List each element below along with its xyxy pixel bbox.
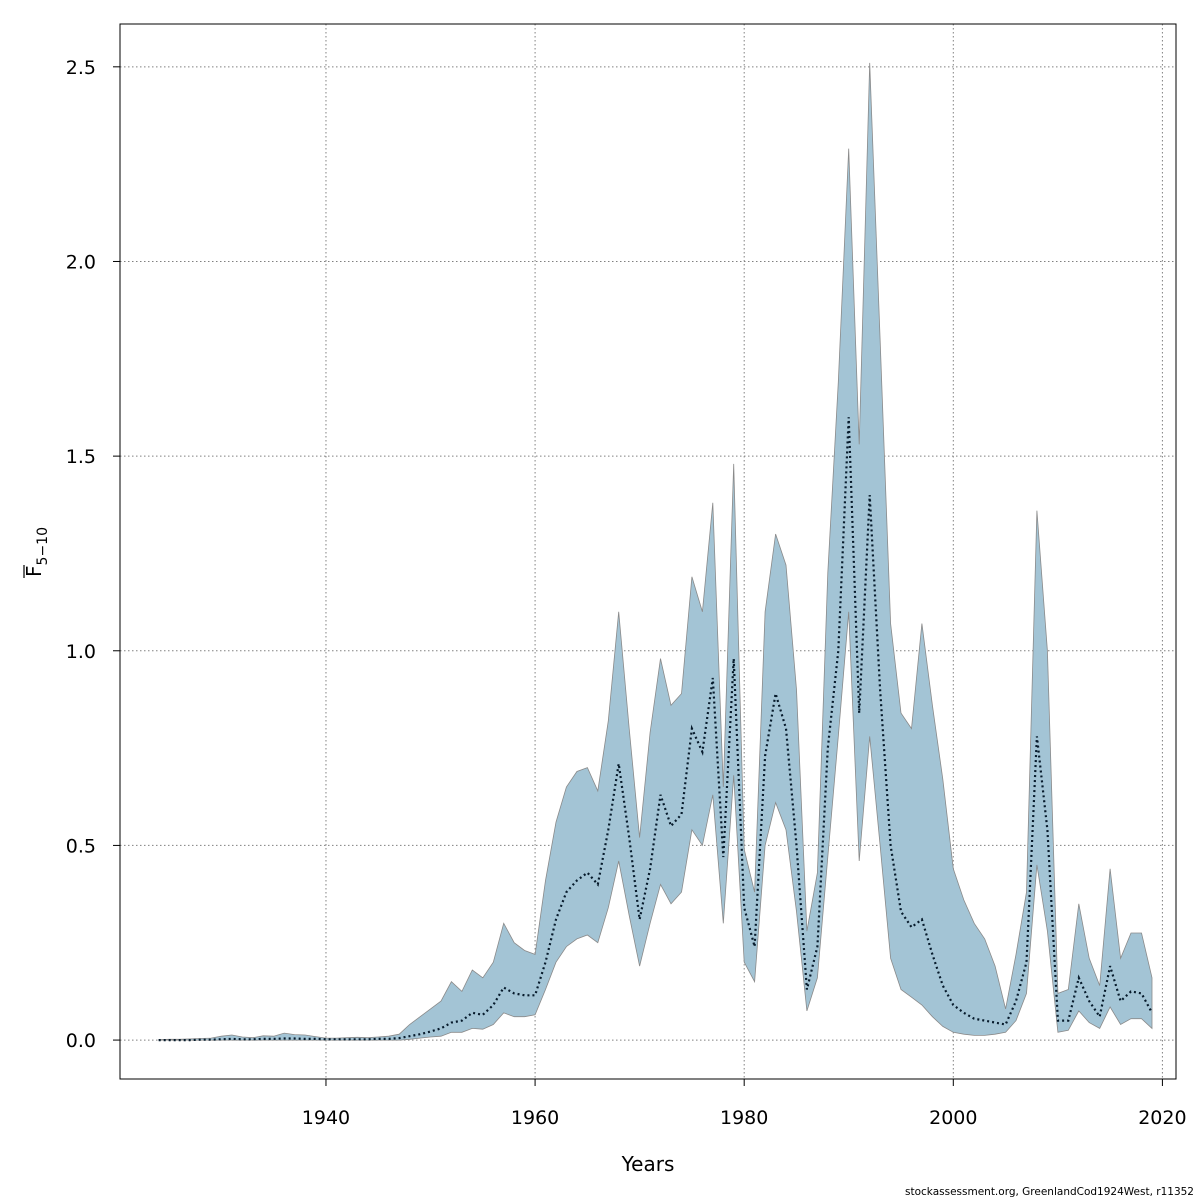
x-tick-label: 1980	[720, 1107, 768, 1129]
grid-lines	[120, 24, 1176, 1079]
estimate-line	[158, 417, 1153, 1042]
x-tick-label: 2000	[929, 1107, 977, 1129]
y-axis-title-main: F	[22, 565, 46, 577]
confidence-band	[158, 62, 1153, 1041]
y-tick-label: 0.5	[66, 835, 96, 857]
confidence-band-area	[158, 62, 1153, 1041]
y-tick-label: 2.5	[66, 57, 96, 79]
y-axis: 0.0 0.5 1.0 1.5 2.0 2.5	[66, 57, 120, 1052]
y-axis-title: F5−10	[22, 527, 51, 578]
x-axis-title: Years	[621, 1152, 675, 1176]
y-axis-title-subscript: 5−10	[35, 527, 51, 565]
y-tick-label: 1.5	[66, 446, 96, 468]
y-tick-label: 2.0	[66, 251, 96, 273]
x-tick-label: 1940	[302, 1107, 350, 1129]
x-tick-label: 2020	[1138, 1107, 1186, 1129]
svg-text:F5−10: F5−10	[22, 527, 51, 577]
x-tick-label: 1960	[511, 1107, 559, 1129]
y-tick-label: 1.0	[66, 641, 96, 663]
estimate-series	[158, 417, 1153, 1042]
x-axis: 1940 1960 1980 2000 2020	[302, 1079, 1187, 1129]
footer-credit: stockassessment.org, GreenlandCod1924Wes…	[905, 1186, 1194, 1198]
plot-frame	[119, 23, 1177, 1080]
y-tick-label: 0.0	[66, 1030, 96, 1052]
